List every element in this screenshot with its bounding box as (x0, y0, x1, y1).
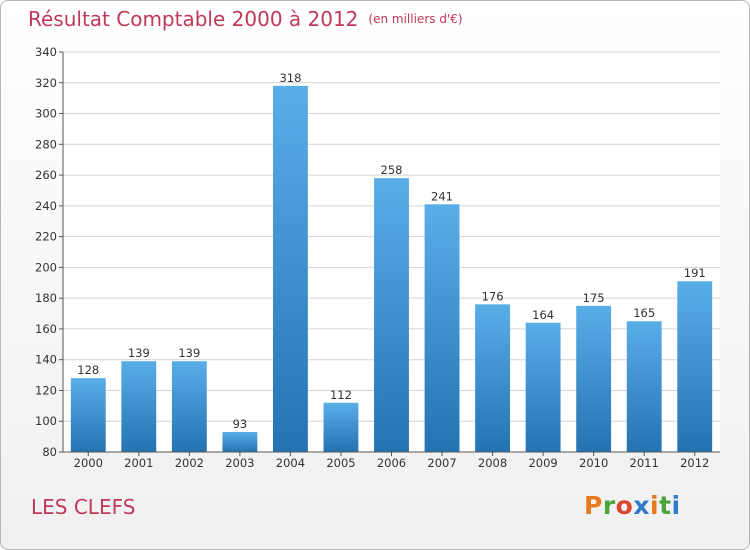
commune-name: LES CLEFS (31, 495, 136, 519)
brand-letter: i (650, 491, 660, 520)
y-tick-label: 220 (35, 230, 57, 244)
brand-letter: i (671, 491, 681, 520)
bar-value-label: 128 (77, 363, 99, 377)
bar-value-label: 318 (279, 71, 301, 85)
bar-value-label: 175 (583, 291, 605, 305)
y-tick-label: 260 (35, 168, 57, 182)
bar-2006[interactable] (374, 178, 409, 452)
bar-2009[interactable] (525, 322, 561, 452)
x-tick-label: 2010 (579, 456, 608, 470)
bar-2007[interactable] (424, 204, 460, 452)
x-tick-label: 2006 (377, 456, 406, 470)
y-tick-label: 140 (35, 353, 57, 367)
bar-2005[interactable] (323, 402, 359, 452)
y-tick-label: 160 (35, 322, 57, 336)
x-tick-label: 2007 (427, 456, 456, 470)
brand-letter: o (615, 491, 634, 520)
brand-logo[interactable]: Proxiti (584, 491, 681, 520)
bars (70, 85, 713, 452)
bar-value-label: 164 (532, 308, 554, 322)
x-tick-label: 2009 (528, 456, 557, 470)
bar-value-label: 165 (633, 306, 655, 320)
bar-value-label: 241 (431, 189, 453, 203)
y-tick-label: 200 (35, 260, 57, 274)
x-tick-label: 2004 (276, 456, 305, 470)
brand-letter: x (633, 491, 650, 520)
y-tick-label: 280 (35, 137, 57, 151)
bar-2001[interactable] (121, 361, 157, 452)
x-tick-label: 2005 (326, 456, 355, 470)
axes (59, 51, 720, 456)
chart-title: Résultat Comptable 2000 à 2012 (en millie… (28, 7, 463, 31)
brand-letter: r (602, 491, 616, 520)
y-tick-label: 120 (35, 383, 57, 397)
bar-2012[interactable] (677, 281, 713, 452)
x-tick-label: 2001 (124, 456, 153, 470)
bar-2000[interactable] (70, 378, 106, 452)
x-tick-label: 2012 (680, 456, 709, 470)
x-tick-label: 2011 (630, 456, 659, 470)
bar-2004[interactable] (272, 85, 308, 452)
bar-2002[interactable] (171, 361, 207, 452)
y-tick-label: 180 (35, 291, 57, 305)
bar-value-label: 258 (381, 163, 403, 177)
bar-2011[interactable] (626, 321, 662, 452)
bar-value-label: 191 (684, 266, 706, 280)
y-tick-label: 100 (35, 414, 57, 428)
x-tick-label: 2000 (74, 456, 103, 470)
y-tick-label: 340 (35, 45, 57, 59)
y-tick-label: 80 (42, 445, 57, 459)
y-tick-label: 240 (35, 199, 57, 213)
chart-subtitle: (en milliers d'€) (368, 12, 463, 26)
x-tick-label: 2008 (478, 456, 507, 470)
bar-value-label: 176 (482, 289, 504, 303)
brand-letter: t (659, 491, 672, 520)
x-tick-label: 2002 (175, 456, 204, 470)
bar-value-label: 139 (178, 346, 200, 360)
y-tick-label: 300 (35, 107, 57, 121)
bar-2003[interactable] (222, 432, 258, 452)
bar-2008[interactable] (475, 304, 511, 452)
bar-value-label: 93 (233, 417, 248, 431)
bar-value-label: 112 (330, 388, 352, 402)
brand-letter: P (584, 491, 603, 520)
labels: 80 100 120 140 160 180 200 220 240 260 280 300 320 34… (35, 45, 709, 470)
bar-2010[interactable] (576, 305, 612, 452)
y-tick-label: 320 (35, 76, 57, 90)
chart-title-text: Résultat Comptable 2000 à 2012 (28, 7, 359, 31)
x-tick-label: 2003 (225, 456, 254, 470)
bar-value-label: 139 (128, 346, 150, 360)
